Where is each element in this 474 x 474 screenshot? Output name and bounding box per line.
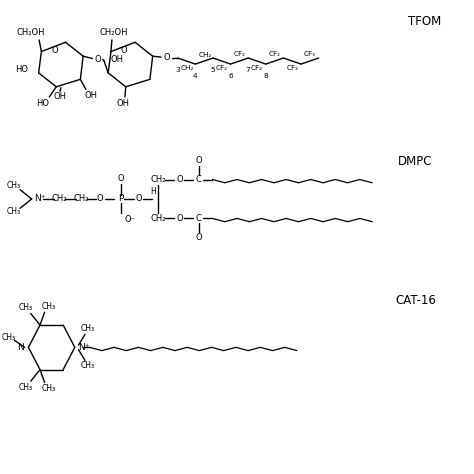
Text: O: O — [97, 194, 104, 203]
Text: CH₂: CH₂ — [150, 214, 165, 223]
Text: CH₃: CH₃ — [81, 324, 95, 333]
Text: 7: 7 — [246, 67, 251, 73]
Text: OH: OH — [84, 91, 97, 100]
Text: 3: 3 — [175, 67, 180, 73]
Text: O: O — [176, 175, 183, 184]
Text: P: P — [118, 194, 123, 203]
Text: CH₂: CH₂ — [181, 64, 194, 71]
Text: N⁺: N⁺ — [34, 194, 46, 203]
Text: 5: 5 — [210, 67, 215, 73]
Text: CH₂OH: CH₂OH — [99, 28, 128, 37]
Text: C: C — [196, 214, 201, 223]
Text: CH₂: CH₂ — [150, 175, 165, 184]
Text: O: O — [176, 214, 183, 223]
Text: O: O — [163, 53, 170, 62]
Text: N⁺: N⁺ — [79, 343, 90, 352]
Text: 6: 6 — [228, 73, 233, 79]
Text: CH₃: CH₃ — [19, 303, 33, 312]
Text: C: C — [196, 175, 201, 184]
Text: CH₃: CH₃ — [7, 208, 21, 217]
Text: CF₂: CF₂ — [251, 65, 263, 72]
Text: CH₃: CH₃ — [41, 302, 55, 311]
Text: CF₃: CF₃ — [304, 51, 316, 56]
Text: OH: OH — [54, 92, 66, 101]
Text: TFOM: TFOM — [408, 15, 441, 28]
Text: 4: 4 — [193, 73, 198, 79]
Text: OH: OH — [117, 100, 130, 109]
Text: CF₂: CF₂ — [233, 51, 246, 56]
Text: O: O — [120, 46, 127, 55]
Text: H: H — [150, 187, 156, 196]
Text: CH₂: CH₂ — [73, 194, 89, 203]
Text: CH₂: CH₂ — [52, 194, 67, 203]
Text: CF₂: CF₂ — [269, 51, 281, 56]
Text: O: O — [195, 233, 202, 242]
Text: O: O — [118, 174, 124, 183]
Text: HO: HO — [16, 64, 28, 73]
Text: CH₃: CH₃ — [19, 383, 33, 392]
Text: CH₃: CH₃ — [81, 361, 95, 370]
Text: CH₂OH: CH₂OH — [17, 28, 46, 37]
Text: DMPC: DMPC — [398, 155, 433, 168]
Text: O: O — [135, 194, 142, 203]
Text: 8: 8 — [264, 73, 268, 79]
Text: O⁻: O⁻ — [124, 215, 136, 224]
Text: O: O — [95, 55, 101, 64]
Text: OH: OH — [110, 55, 123, 64]
Text: CH₃: CH₃ — [7, 182, 21, 191]
Text: CF₂: CF₂ — [216, 65, 228, 72]
Text: CH₂: CH₂ — [199, 52, 212, 57]
Text: O: O — [51, 46, 58, 55]
Text: O: O — [195, 156, 202, 165]
Text: CAT-16: CAT-16 — [395, 294, 436, 308]
Text: CH₃: CH₃ — [2, 333, 16, 342]
Text: HO: HO — [36, 99, 49, 108]
Text: N: N — [17, 343, 24, 352]
Text: CH₃: CH₃ — [41, 383, 55, 392]
Text: CF₂: CF₂ — [286, 65, 298, 72]
